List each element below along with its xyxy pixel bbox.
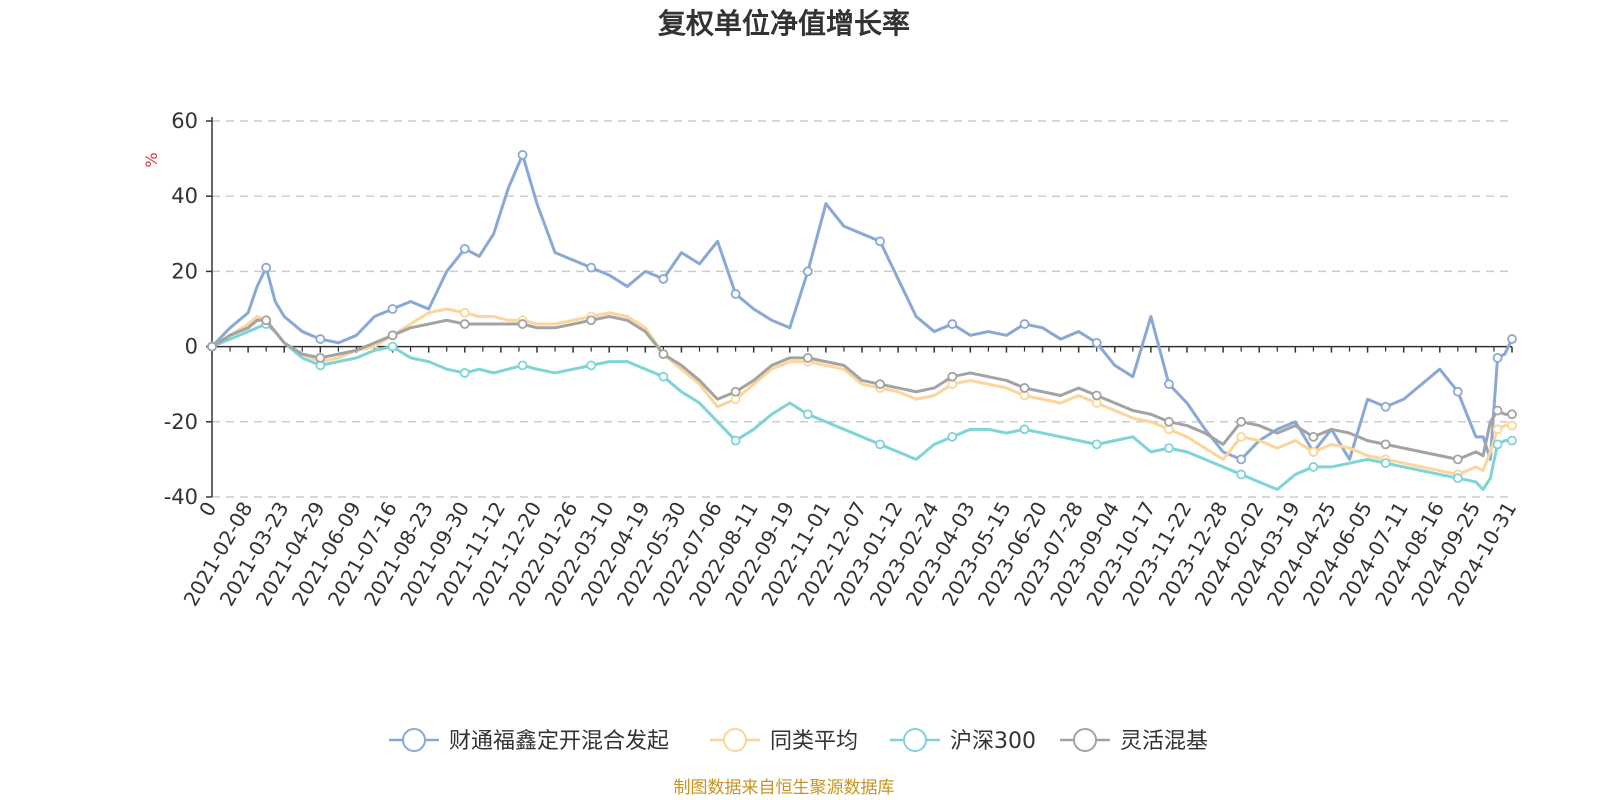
data-point [1019, 319, 1030, 329]
data-point [315, 334, 326, 344]
grid-lines [212, 120, 1512, 498]
legend-marker [1073, 728, 1097, 752]
data-point [947, 431, 958, 442]
data-point [947, 319, 958, 329]
data-point [947, 371, 958, 382]
data-point [1452, 473, 1463, 484]
data-point [586, 262, 597, 273]
y-tick-label: 40 [171, 184, 198, 208]
legend-item-1[interactable]: 财通福鑫定开混合发起 [389, 728, 669, 754]
data-point [261, 315, 272, 326]
series-line-1 [210, 153, 1514, 461]
data-point [1452, 386, 1463, 397]
data-point [459, 243, 470, 254]
data-point [207, 341, 217, 352]
x-axis-ticks: 02021-02-082021-03-232021-04-292021-06-0… [179, 497, 1522, 610]
legend-label: 灵活混基 [1120, 729, 1208, 754]
data-point [1507, 435, 1517, 446]
data-point [1308, 431, 1319, 442]
y-tick-label: -40 [164, 485, 198, 509]
data-point [1308, 446, 1319, 457]
data-point [459, 368, 470, 378]
data-point [1236, 454, 1247, 465]
data-point [1236, 416, 1247, 427]
y-tick-label: 60 [171, 109, 198, 133]
data-point [1308, 462, 1319, 472]
data-point [459, 319, 470, 329]
data-point [875, 236, 885, 247]
data-point [1452, 454, 1463, 465]
y-tick-label: 0 [185, 335, 198, 359]
legend-item-4[interactable]: 灵活混基 [1060, 728, 1208, 754]
data-point [1492, 405, 1503, 416]
data-point [802, 352, 813, 363]
data-point [875, 379, 885, 390]
data-point [517, 319, 528, 329]
data-point [1164, 416, 1174, 427]
legend-label: 同类平均 [770, 729, 858, 754]
data-point [517, 149, 528, 160]
data-point [1091, 390, 1102, 401]
data-point [1507, 420, 1517, 431]
data-point [315, 352, 326, 363]
data-point [261, 262, 272, 273]
chart-title: 复权单位净值增长率 [658, 7, 910, 40]
data-point [802, 409, 813, 420]
series-line-3 [210, 322, 1514, 491]
data-point [1091, 439, 1102, 450]
legend-marker [402, 728, 426, 752]
data-point [875, 439, 885, 450]
data-point [1507, 334, 1517, 344]
data-source-note: 制图数据来自恒生聚源数据库 [674, 778, 895, 798]
legend-marker [723, 728, 747, 752]
series-line-2 [210, 307, 1514, 476]
data-point [658, 349, 669, 360]
data-point [1380, 458, 1391, 469]
data-point [802, 266, 813, 277]
series-line-4 [210, 315, 1514, 461]
data-point [1492, 424, 1503, 435]
data-point [658, 371, 669, 382]
data-point [387, 330, 398, 341]
legend-label: 沪深300 [950, 729, 1036, 754]
data-point [1019, 383, 1030, 393]
x-tick-label: 0 [194, 498, 221, 521]
data-point [1236, 469, 1247, 480]
data-point [730, 386, 741, 397]
data-point [1492, 439, 1503, 450]
data-point [586, 315, 597, 326]
data-point [1164, 443, 1174, 454]
y-axis-ticks: 60 40 20 0 -20 -40 [164, 109, 198, 509]
data-point [517, 360, 528, 371]
y-tick-label: 20 [171, 259, 198, 283]
data-point [1164, 379, 1174, 390]
data-point [730, 289, 741, 299]
series-lines [207, 149, 1517, 491]
data-point [1380, 401, 1391, 412]
data-point [459, 307, 470, 318]
legend-item-2[interactable]: 同类平均 [710, 728, 858, 754]
data-point [1507, 409, 1517, 420]
data-point [1019, 424, 1030, 435]
data-point [730, 435, 741, 446]
legend-label: 财通福鑫定开混合发起 [449, 729, 669, 754]
data-point [387, 304, 398, 314]
data-point [658, 274, 669, 284]
data-point [586, 360, 597, 371]
data-point [1492, 352, 1503, 363]
data-point [1380, 439, 1391, 450]
y-axis-unit: % [142, 152, 161, 167]
legend[interactable]: 财通福鑫定开混合发起 同类平均 沪深300 灵活混基 [389, 728, 1208, 754]
legend-marker [903, 728, 927, 752]
data-point [1091, 337, 1102, 348]
data-point [387, 341, 398, 352]
legend-item-3[interactable]: 沪深300 [890, 728, 1036, 754]
data-point [1236, 431, 1247, 442]
y-tick-label: -20 [164, 410, 198, 434]
